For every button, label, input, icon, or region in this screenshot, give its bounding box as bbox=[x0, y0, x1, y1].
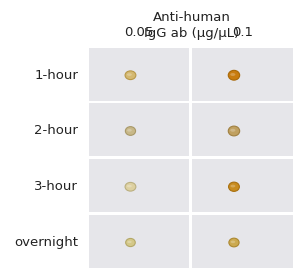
Ellipse shape bbox=[127, 129, 132, 132]
Text: 1-hour: 1-hour bbox=[34, 69, 78, 82]
Ellipse shape bbox=[126, 239, 135, 247]
Ellipse shape bbox=[229, 182, 239, 191]
Ellipse shape bbox=[230, 129, 236, 132]
Text: Anti-human
IgG ab (μg/μL): Anti-human IgG ab (μg/μL) bbox=[144, 11, 240, 40]
Text: 0.05: 0.05 bbox=[124, 26, 153, 39]
FancyBboxPatch shape bbox=[192, 215, 292, 268]
Text: overnight: overnight bbox=[14, 236, 78, 249]
FancyBboxPatch shape bbox=[88, 159, 189, 212]
Ellipse shape bbox=[231, 240, 235, 243]
Ellipse shape bbox=[125, 71, 136, 80]
Ellipse shape bbox=[125, 127, 136, 135]
FancyBboxPatch shape bbox=[192, 103, 292, 156]
FancyBboxPatch shape bbox=[192, 48, 292, 101]
Ellipse shape bbox=[229, 238, 239, 247]
Ellipse shape bbox=[125, 183, 136, 191]
Ellipse shape bbox=[228, 70, 240, 80]
FancyBboxPatch shape bbox=[88, 215, 189, 268]
FancyBboxPatch shape bbox=[192, 159, 292, 212]
Ellipse shape bbox=[127, 241, 132, 243]
Ellipse shape bbox=[230, 185, 235, 187]
Ellipse shape bbox=[228, 126, 240, 136]
FancyBboxPatch shape bbox=[88, 48, 189, 101]
Text: 2-hour: 2-hour bbox=[34, 125, 78, 137]
FancyBboxPatch shape bbox=[88, 103, 189, 156]
Ellipse shape bbox=[127, 185, 132, 187]
Text: 0.1: 0.1 bbox=[232, 26, 253, 39]
Ellipse shape bbox=[230, 73, 236, 76]
Text: 3-hour: 3-hour bbox=[34, 180, 78, 193]
Ellipse shape bbox=[127, 73, 132, 76]
